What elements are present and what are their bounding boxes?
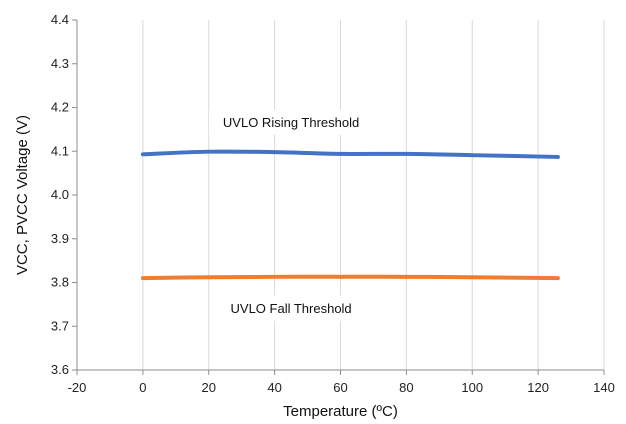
y-tick-label: 4.2 (51, 100, 69, 115)
x-tick-label: 100 (461, 380, 483, 395)
tick-labels: 3.6 3.7 3.8 3.9 4.0 4.1 4.2 4.3 4.4 -20 0 20 40 60 80 1… (51, 12, 615, 395)
x-tick-label: 20 (202, 380, 216, 395)
x-tick-label: 80 (399, 380, 413, 395)
y-tick-label: 4.4 (51, 12, 69, 27)
annotations: UVLO Rising Threshold UVLO Fall Threshold (208, 109, 374, 321)
series-line-1 (140, 274, 560, 281)
x-tick-label: 140 (593, 380, 615, 395)
x-tick-label: 40 (267, 380, 281, 395)
y-axis-title: VCC, PVCC Voltage (V) (14, 115, 31, 275)
annotation-label: UVLO Rising Threshold (223, 115, 359, 130)
annotation-background (216, 295, 366, 321)
series-lines (140, 149, 560, 281)
x-tick-label: -20 (68, 380, 87, 395)
y-tick-label: 3.9 (51, 231, 69, 246)
y-tick-label: 3.6 (51, 362, 69, 377)
series-line-0 (140, 149, 560, 159)
axes (72, 19, 605, 375)
x-axis-title: Temperature (ºC) (283, 403, 398, 420)
annotation-label: UVLO Fall Threshold (231, 301, 352, 316)
annotation-background (208, 109, 374, 135)
y-tick-label: 4.3 (51, 56, 69, 71)
y-tick-label: 3.7 (51, 318, 69, 333)
x-tick-label: 0 (139, 380, 146, 395)
y-tick-label: 3.8 (51, 275, 69, 290)
x-tick-label: 120 (527, 380, 549, 395)
y-tick-label: 4.1 (51, 143, 69, 158)
x-tick-label: 60 (333, 380, 347, 395)
grid-lines (142, 20, 605, 370)
y-tick-label: 4.0 (51, 187, 69, 202)
